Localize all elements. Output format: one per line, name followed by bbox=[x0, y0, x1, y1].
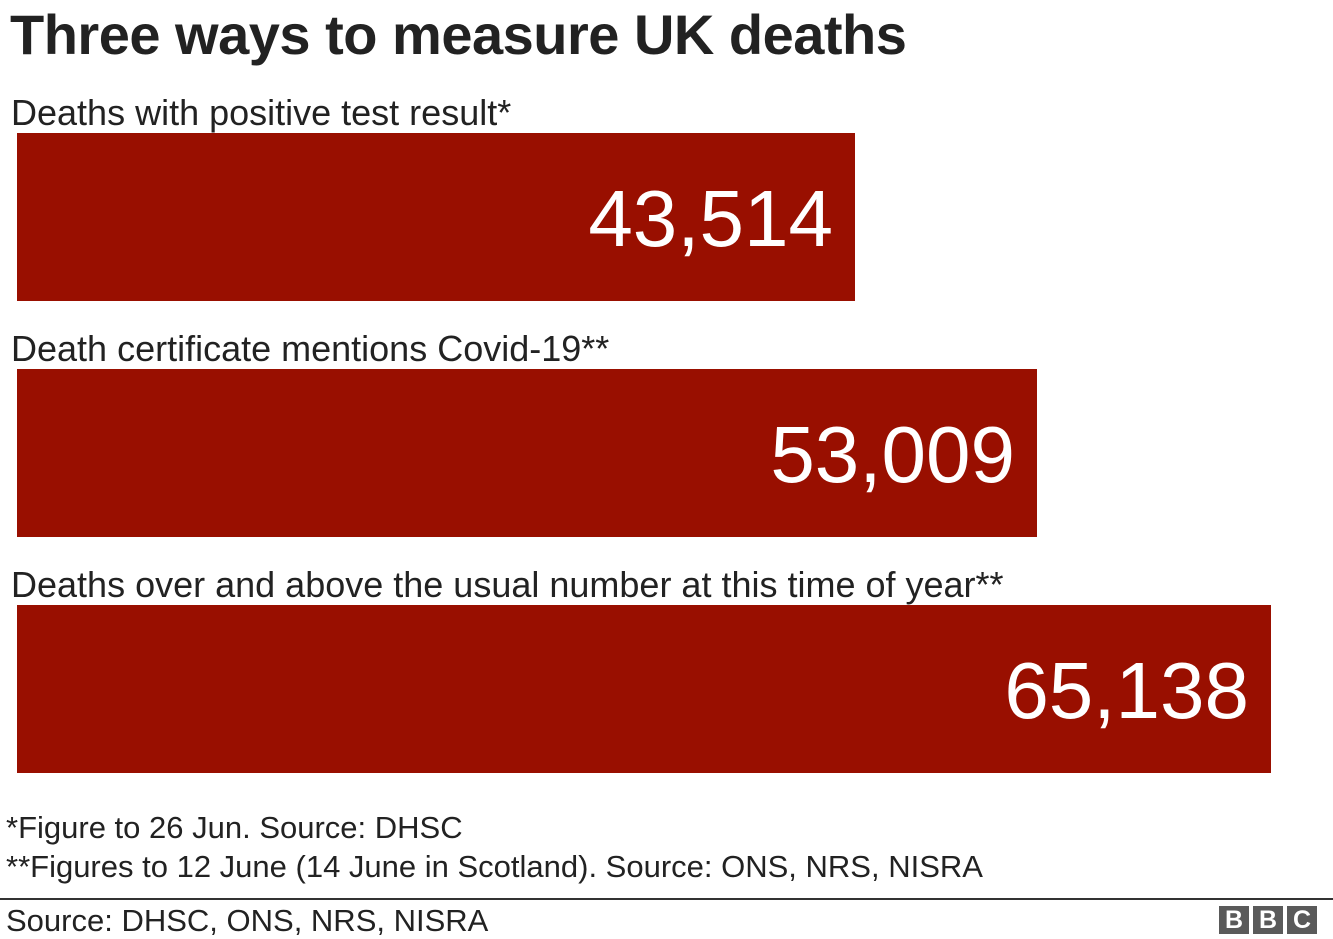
category-label: Deaths with positive test result* bbox=[11, 92, 512, 133]
bar-chart: Deaths with positive test result* 43,514 D… bbox=[11, 92, 1271, 773]
bar-value-label: 43,514 bbox=[588, 174, 833, 263]
category-label: Death certificate mentions Covid-19** bbox=[11, 328, 610, 369]
category-label: Deaths over and above the usual number a… bbox=[11, 564, 1004, 605]
bar-value-label: 65,138 bbox=[1004, 646, 1249, 735]
footnote-2: **Figures to 12 June (14 June in Scotlan… bbox=[6, 849, 983, 884]
chart-title: Three ways to measure UK deaths bbox=[10, 3, 907, 66]
bar: 43,514 bbox=[17, 133, 855, 301]
bar: 53,009 bbox=[17, 369, 1037, 537]
bbc-logo: B B C bbox=[1219, 906, 1317, 934]
bbc-logo-letter: C bbox=[1287, 906, 1317, 934]
bar-value-label: 53,009 bbox=[770, 410, 1015, 499]
footnote-1: *Figure to 26 Jun. Source: DHSC bbox=[6, 810, 463, 845]
bbc-logo-letter: B bbox=[1253, 906, 1283, 934]
footer-divider bbox=[0, 898, 1333, 900]
bbc-logo-letter: B bbox=[1219, 906, 1249, 934]
bar: 65,138 bbox=[17, 605, 1271, 773]
source-text: Source: DHSC, ONS, NRS, NISRA bbox=[6, 903, 489, 938]
